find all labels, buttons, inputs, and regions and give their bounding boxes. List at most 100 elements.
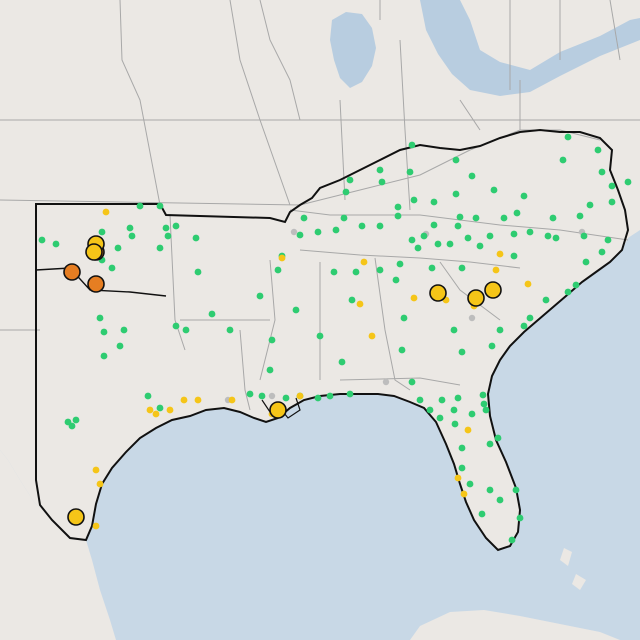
monitor-site-unhealthy-176[interactable]: [87, 275, 105, 293]
monitor-site-no-data-0[interactable]: [290, 228, 298, 236]
monitor-site-good-64[interactable]: [452, 156, 460, 164]
monitor-site-no-data-3[interactable]: [468, 314, 476, 322]
monitor-site-good-27[interactable]: [526, 314, 534, 322]
monitor-site-good-116[interactable]: [258, 392, 266, 400]
monitor-site-good-54[interactable]: [408, 141, 416, 149]
monitor-site-good-105[interactable]: [428, 264, 436, 272]
monitor-site-good-17[interactable]: [526, 228, 534, 236]
monitor-site-good-46[interactable]: [486, 486, 494, 494]
monitor-site-good-31[interactable]: [479, 391, 487, 399]
monitor-site-unhealthy-175[interactable]: [63, 263, 81, 281]
monitor-site-moderate-169[interactable]: [296, 392, 304, 400]
monitor-site-good-26[interactable]: [542, 296, 550, 304]
monitor-site-good-61[interactable]: [410, 196, 418, 204]
monitor-site-good-88[interactable]: [352, 268, 360, 276]
monitor-site-good-110[interactable]: [338, 358, 346, 366]
monitor-site-good-140[interactable]: [72, 416, 80, 424]
monitor-site-good-135[interactable]: [96, 314, 104, 322]
monitor-site-good-91[interactable]: [376, 266, 384, 274]
monitor-site-good-90[interactable]: [348, 296, 356, 304]
monitor-site-good-143[interactable]: [144, 392, 152, 400]
monitor-site-moderate-163[interactable]: [146, 406, 154, 414]
monitor-site-good-146[interactable]: [156, 202, 164, 210]
monitor-site-good-148[interactable]: [38, 236, 46, 244]
monitor-site-good-48[interactable]: [496, 496, 504, 504]
monitor-site-moderate-150[interactable]: [278, 254, 286, 262]
monitor-site-good-131[interactable]: [114, 244, 122, 252]
monitor-site-unhealthy-sensitive-183[interactable]: [67, 508, 85, 526]
monitor-site-moderate-154[interactable]: [368, 332, 376, 340]
monitor-site-good-62[interactable]: [430, 198, 438, 206]
monitor-site-good-35[interactable]: [454, 394, 462, 402]
monitor-site-unhealthy-sensitive-181[interactable]: [484, 281, 502, 299]
monitor-site-good-132[interactable]: [98, 228, 106, 236]
monitor-site-moderate-156[interactable]: [496, 250, 504, 258]
monitor-site-good-94[interactable]: [408, 236, 416, 244]
monitor-site-good-19[interactable]: [552, 234, 560, 242]
monitor-site-good-41[interactable]: [436, 414, 444, 422]
monitor-site-good-55[interactable]: [406, 168, 414, 176]
monitor-site-good-24[interactable]: [572, 281, 580, 289]
monitor-site-good-75[interactable]: [376, 222, 384, 230]
monitor-site-good-129[interactable]: [126, 224, 134, 232]
monitor-site-good-142[interactable]: [64, 418, 72, 426]
monitor-site-good-102[interactable]: [510, 252, 518, 260]
monitor-site-moderate-164[interactable]: [152, 410, 160, 418]
monitor-site-good-87[interactable]: [300, 214, 308, 222]
monitor-site-good-60[interactable]: [394, 203, 402, 211]
monitor-site-good-52[interactable]: [494, 434, 502, 442]
monitor-site-good-39[interactable]: [416, 396, 424, 404]
monitor-site-good-122[interactable]: [172, 322, 180, 330]
monitor-site-good-20[interactable]: [580, 232, 588, 240]
monitor-site-good-144[interactable]: [156, 404, 164, 412]
monitor-site-good-7[interactable]: [564, 133, 572, 141]
monitor-site-good-56[interactable]: [376, 166, 384, 174]
monitor-site-good-30[interactable]: [488, 342, 496, 350]
monitor-site-good-40[interactable]: [426, 406, 434, 414]
monitor-site-good-112[interactable]: [326, 392, 334, 400]
monitor-site-good-120[interactable]: [208, 310, 216, 318]
monitor-site-good-84[interactable]: [268, 336, 276, 344]
monitor-site-good-79[interactable]: [314, 228, 322, 236]
monitor-site-good-16[interactable]: [549, 214, 557, 222]
monitor-site-good-53[interactable]: [486, 440, 494, 448]
monitor-site-good-106[interactable]: [400, 314, 408, 322]
monitor-site-good-66[interactable]: [490, 186, 498, 194]
monitor-site-good-70[interactable]: [472, 214, 480, 222]
monitor-site-good-12[interactable]: [624, 178, 632, 186]
monitor-site-good-123[interactable]: [164, 232, 172, 240]
monitor-site-good-86[interactable]: [316, 332, 324, 340]
monitor-site-good-47[interactable]: [512, 486, 520, 494]
monitor-site-good-130[interactable]: [128, 232, 136, 240]
monitor-site-good-118[interactable]: [266, 366, 274, 374]
monitor-site-good-103[interactable]: [476, 242, 484, 250]
monitor-site-good-76[interactable]: [358, 222, 366, 230]
monitor-site-good-25[interactable]: [564, 288, 572, 296]
monitor-site-good-83[interactable]: [256, 292, 264, 300]
monitor-site-good-44[interactable]: [458, 464, 466, 472]
monitor-site-moderate-160[interactable]: [464, 426, 472, 434]
monitor-site-good-92[interactable]: [396, 260, 404, 268]
monitor-site-good-101[interactable]: [510, 230, 518, 238]
monitor-site-good-73[interactable]: [430, 221, 438, 229]
monitor-site-good-57[interactable]: [378, 178, 386, 186]
monitor-site-good-80[interactable]: [296, 231, 304, 239]
monitor-site-good-50[interactable]: [516, 514, 524, 522]
monitor-site-good-93[interactable]: [392, 276, 400, 284]
monitor-site-good-113[interactable]: [314, 394, 322, 402]
monitor-site-good-43[interactable]: [458, 444, 466, 452]
monitor-site-moderate-152[interactable]: [410, 294, 418, 302]
monitor-site-good-95[interactable]: [414, 244, 422, 252]
monitor-site-good-14[interactable]: [586, 201, 594, 209]
monitor-site-good-119[interactable]: [226, 326, 234, 334]
monitor-site-good-108[interactable]: [458, 348, 466, 356]
monitor-site-moderate-166[interactable]: [180, 396, 188, 404]
monitor-site-good-9[interactable]: [559, 156, 567, 164]
monitor-site-good-13[interactable]: [608, 198, 616, 206]
monitor-site-good-127[interactable]: [194, 268, 202, 276]
monitor-site-good-85[interactable]: [292, 306, 300, 314]
monitor-site-good-117[interactable]: [246, 390, 254, 398]
monitor-site-good-145[interactable]: [136, 202, 144, 210]
monitor-site-good-32[interactable]: [480, 400, 488, 408]
monitor-site-good-77[interactable]: [340, 214, 348, 222]
